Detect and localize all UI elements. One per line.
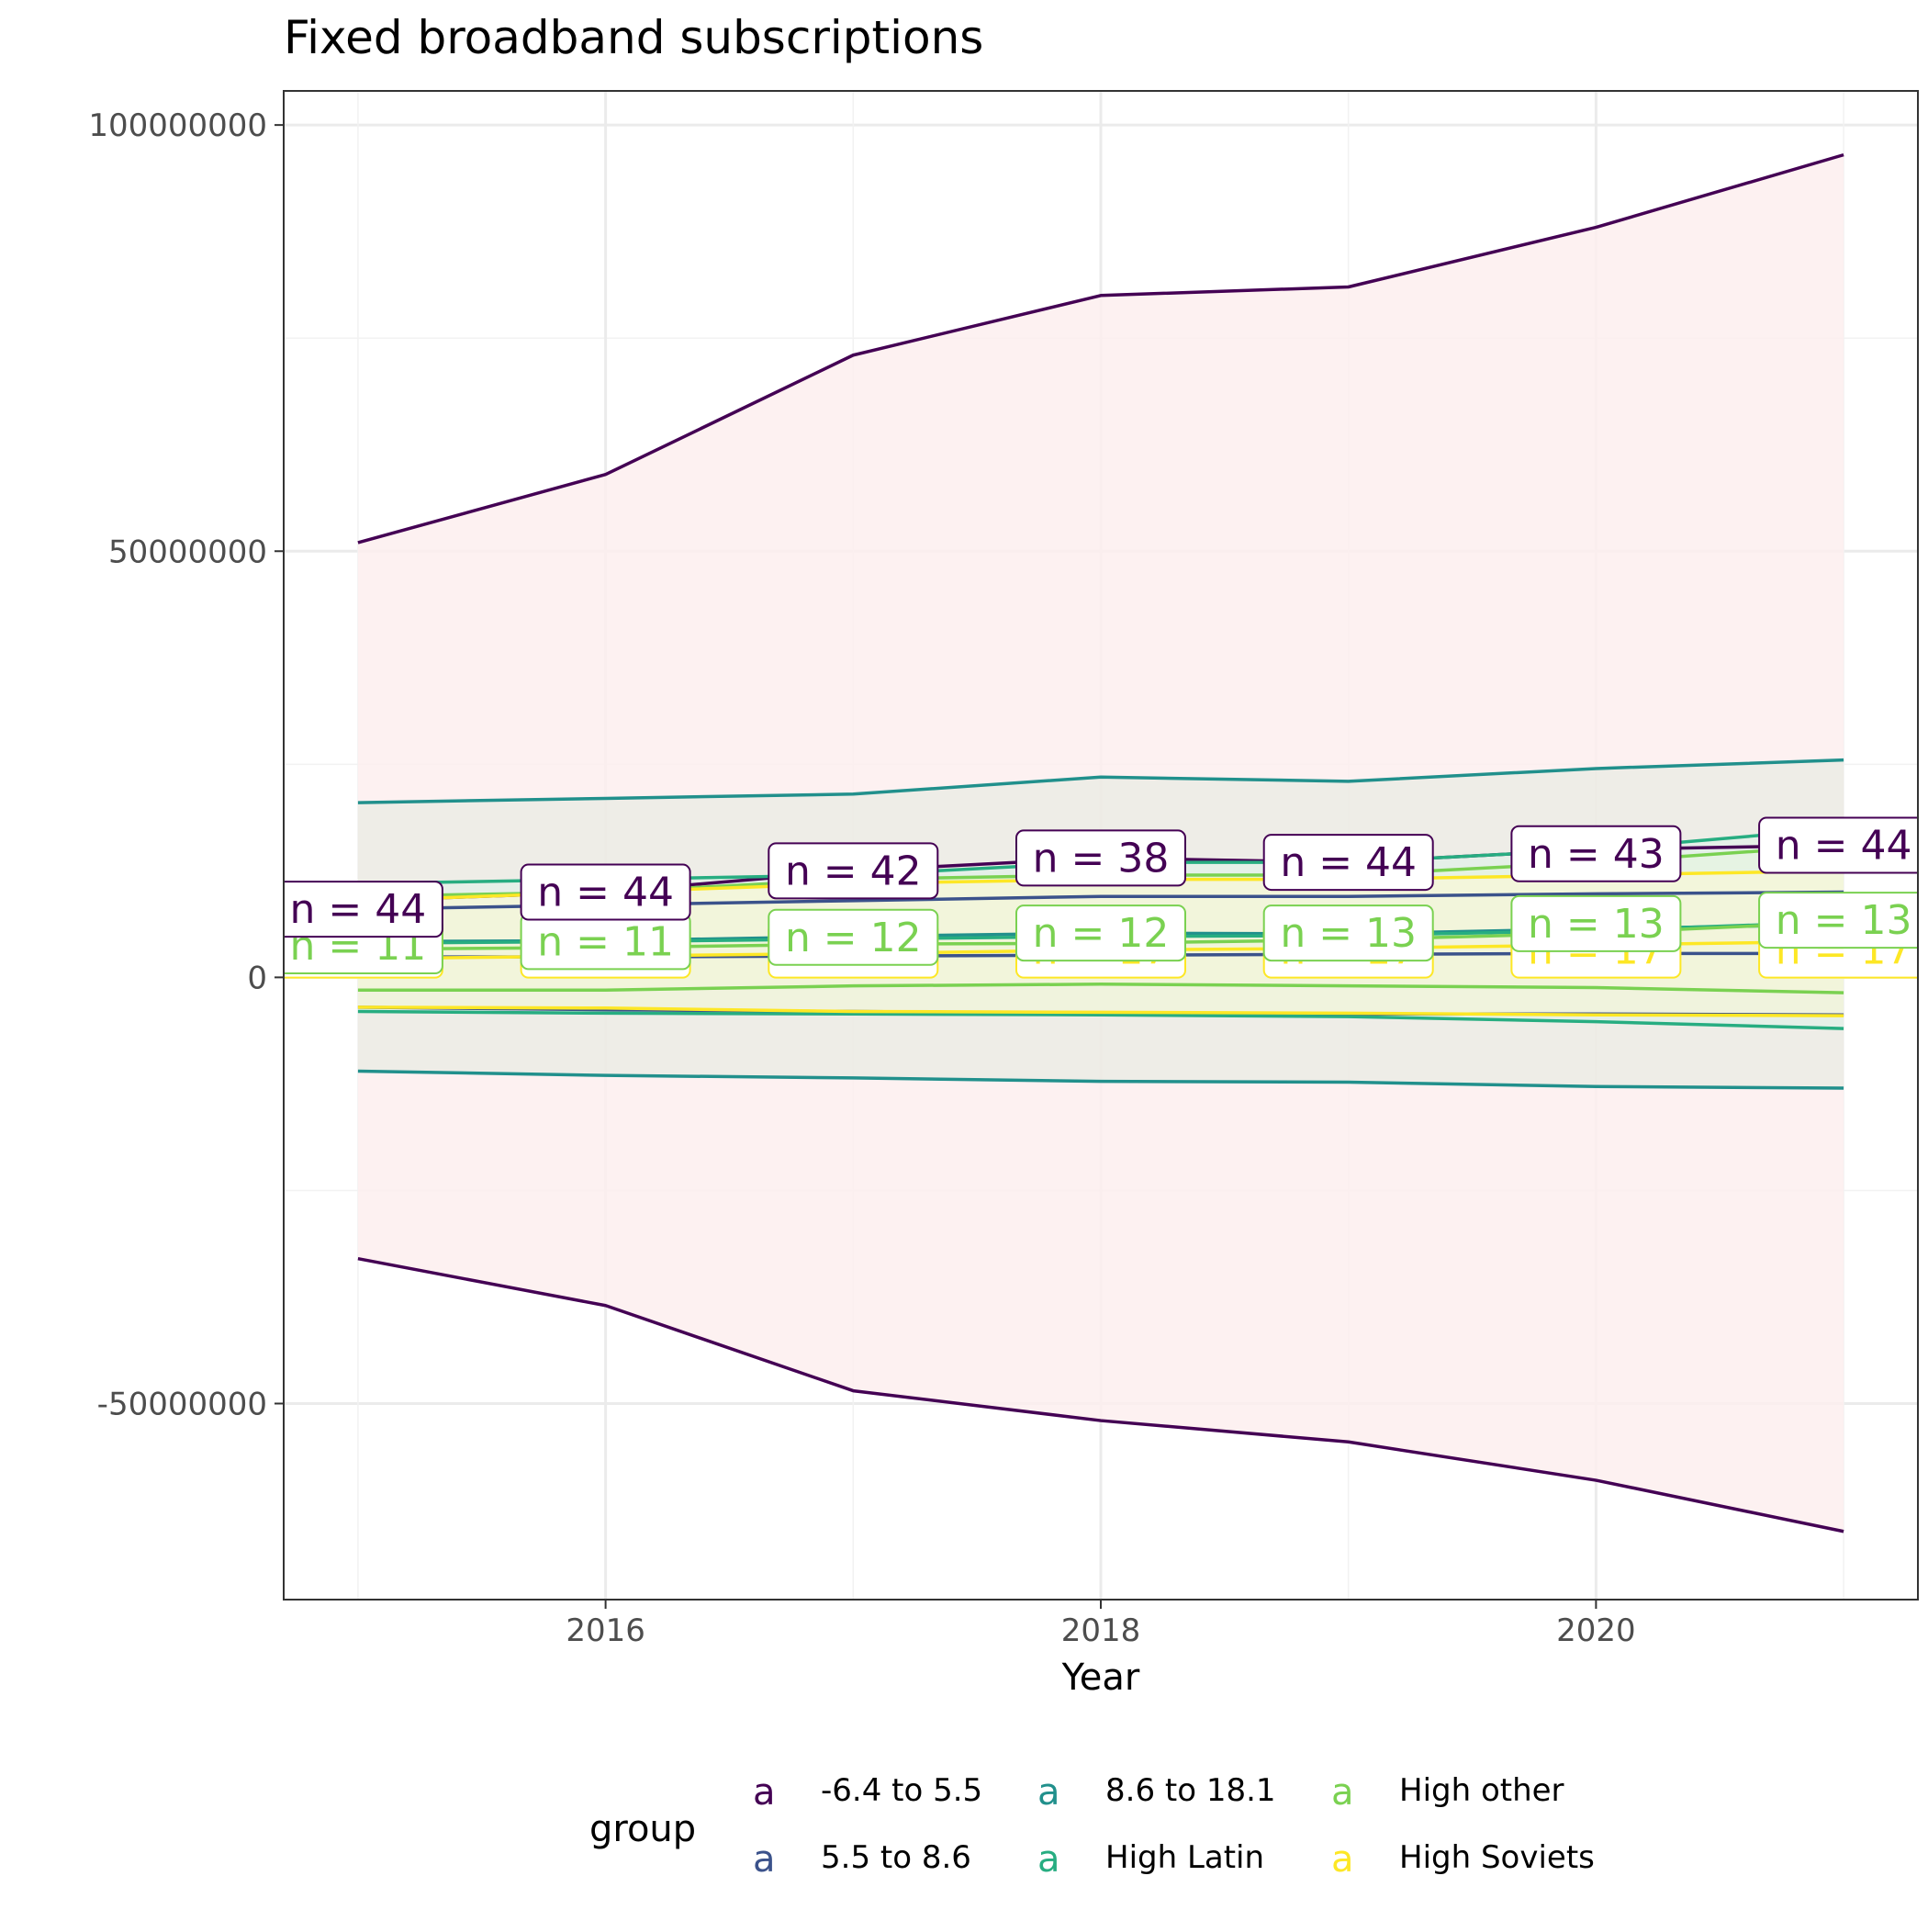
count-label-box [1510,825,1682,882]
count-label-box [1510,894,1682,952]
count-label-box [768,842,939,900]
legend-entry: a -6.4 to 5.5 [753,1771,982,1814]
count-label-dark: n = 44 [1262,834,1434,892]
count-label-text: n = 44 [1776,823,1912,870]
label-layer: n = 17n = 17n = 17n = 17n = 17n = 17n = … [284,816,1918,979]
count-label-box [284,881,443,938]
count-label-box [520,863,691,921]
count-label-text: n = 44 [290,886,427,933]
count-label-text: n = 11 [537,918,674,965]
legend-entry: a High other [1331,1771,1564,1814]
count-label-box [1262,834,1434,892]
count-label-text: n = 13 [1280,910,1417,957]
legend-entry: a 5.5 to 8.6 [753,1838,971,1881]
x-tick-label: 2016 [566,1612,645,1649]
series-3-upper-line [357,758,1844,804]
count-label-text: n = 13 [1528,901,1665,948]
count-label-dark: n = 44 [284,881,443,938]
axis-layer: -50000000 0 50000000 100000000 2016 2018 2020 [88,107,1635,1649]
count-label-dark: n = 42 [768,842,939,900]
series-1-upper-line [357,152,1844,545]
legend-label: 5.5 to 8.6 [821,1839,971,1876]
y-tick-label: -50000000 [97,1387,267,1423]
y-tick-label: 100000000 [88,107,267,144]
count-label-dark: n = 44 [1758,816,1918,874]
legend-label: High other [1399,1772,1564,1809]
count-label-green: n = 12 [1015,904,1186,962]
x-tick-label: 2018 [1061,1612,1141,1649]
count-label-text: n = 12 [785,915,922,961]
legend-key: a [1037,1771,1060,1814]
count-label-box [1262,904,1434,962]
legend-entry: a High Soviets [1331,1838,1595,1881]
legend-key: a [753,1771,776,1814]
legend-label: High Soviets [1399,1839,1595,1876]
count-label-box [1758,816,1918,874]
count-label-text: n = 12 [1033,910,1170,957]
count-label-green: n = 13 [1758,892,1918,949]
count-label-dark: n = 38 [1015,829,1186,887]
legend-key: a [1331,1838,1354,1881]
count-label-green: n = 13 [1262,904,1434,962]
count-label-box [1015,829,1186,887]
count-label-text: n = 43 [1528,831,1665,878]
count-label-dark: n = 44 [520,863,691,921]
series-5-lower-line [357,983,1844,994]
x-axis-title: Year [1061,1657,1140,1699]
series-4-lower-line [357,1009,1844,1030]
legend-entry: a High Latin [1037,1838,1264,1881]
count-label-box [1015,904,1186,962]
series-3-lower-line [357,1069,1844,1090]
count-label-text: n = 13 [1776,897,1912,944]
count-label-box [1758,892,1918,949]
count-label-text: n = 38 [1033,835,1170,882]
legend: group a -6.4 to 5.5 a 5.5 to 8.6 a 8.6 to 18.1… [589,1771,1595,1881]
legend-key: a [1037,1838,1060,1881]
legend-label: -6.4 to 5.5 [821,1772,982,1809]
legend-title: group [589,1808,696,1850]
count-label-green: n = 11 [520,913,691,971]
legend-key: a [753,1838,776,1881]
count-label-text: n = 44 [1280,839,1417,886]
chart-title: Fixed broadband subscriptions [284,11,983,64]
x-tick-label: 2020 [1556,1612,1636,1649]
legend-label: 8.6 to 18.1 [1105,1772,1276,1809]
count-label-green: n = 13 [1510,894,1682,952]
series-1-lower-line [357,1256,1844,1533]
count-label-dark: n = 43 [1510,825,1682,882]
count-label-text: n = 44 [537,870,674,916]
legend-label: High Latin [1105,1839,1264,1876]
legend-key: a [1331,1771,1354,1814]
count-label-box [768,908,939,966]
y-tick-label: 50000000 [108,534,267,570]
y-tick-label: 0 [247,960,267,996]
legend-entry: a 8.6 to 18.1 [1037,1771,1276,1814]
count-label-green: n = 12 [768,908,939,966]
count-label-text: n = 42 [785,848,922,894]
series-6-lower-line [357,1005,1844,1017]
